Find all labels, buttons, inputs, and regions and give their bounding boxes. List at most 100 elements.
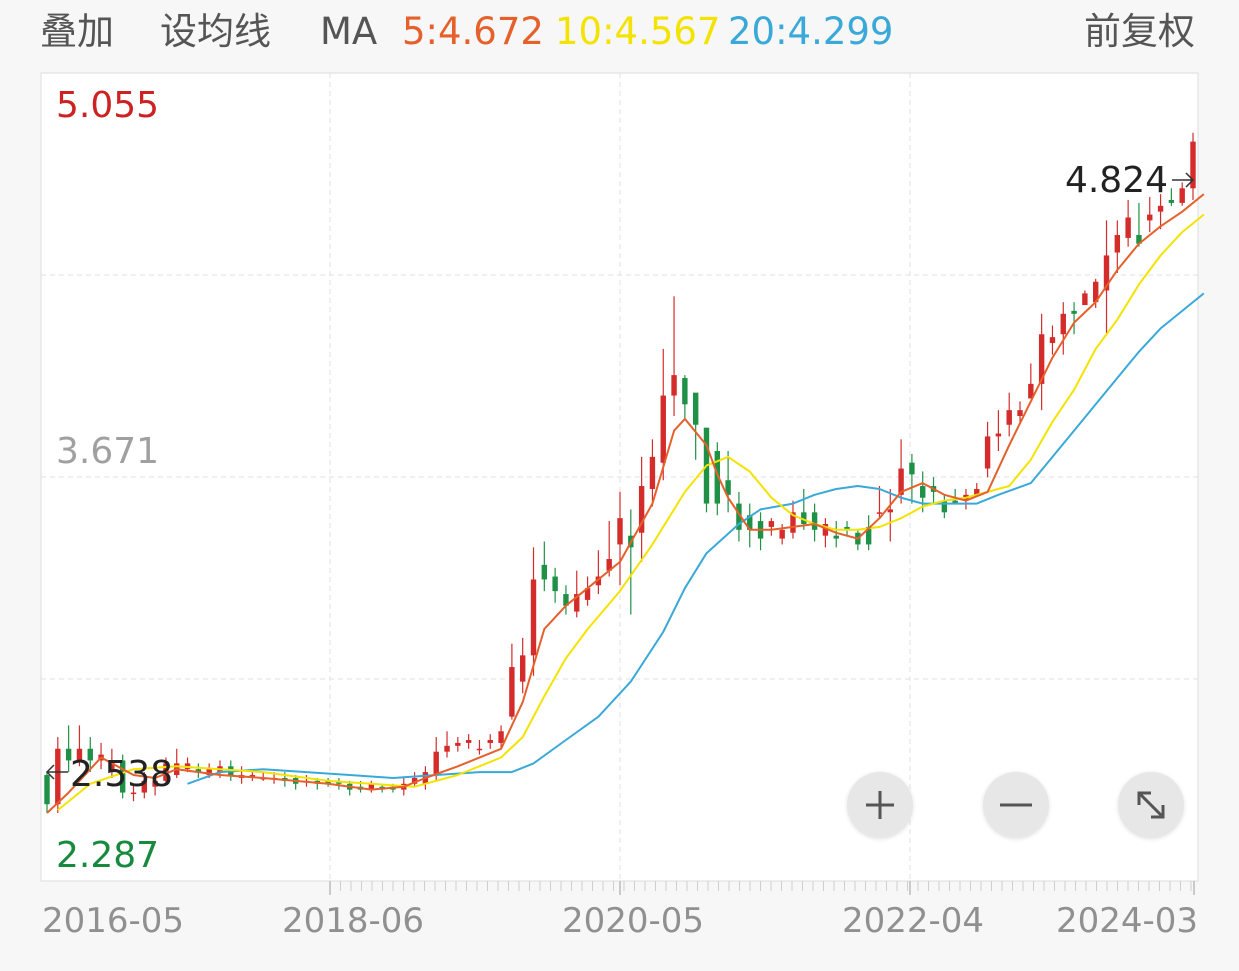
candle-body [65, 748, 72, 761]
expand-icon [1137, 791, 1165, 819]
candle [498, 725, 504, 749]
x-tick-label: 2020-05 [562, 901, 704, 941]
candle [952, 488, 958, 504]
candle [660, 348, 666, 481]
set-ma-button[interactable]: 设均线 [160, 10, 271, 53]
candle [509, 643, 515, 720]
candle-body [44, 775, 50, 805]
candle-body [1190, 141, 1196, 189]
candle [130, 783, 137, 802]
candle [682, 375, 688, 419]
candle-body [1038, 334, 1045, 384]
candle [1038, 313, 1045, 411]
zoom-out-button[interactable] [983, 772, 1049, 838]
candle [606, 521, 612, 577]
candle-body [109, 760, 115, 773]
candle [984, 421, 991, 478]
candle-body [519, 655, 526, 682]
low-marker-value: 2.538 [70, 754, 173, 795]
ma20-value: 20:4.299 [728, 10, 894, 53]
candle [747, 503, 753, 548]
candle [87, 737, 93, 773]
candle-body [152, 780, 158, 787]
candle-body [844, 526, 850, 530]
candle-body [1103, 255, 1110, 291]
candle-body [984, 436, 991, 469]
candle [865, 515, 872, 551]
candle-body [692, 392, 699, 425]
candle-body [682, 378, 688, 405]
candle-body [465, 740, 472, 743]
candle-body [141, 780, 148, 793]
candle [1136, 202, 1142, 247]
candle-body [1071, 310, 1077, 314]
candle [1017, 401, 1023, 422]
candle [909, 453, 915, 504]
candle [563, 585, 569, 615]
candle [552, 567, 558, 603]
candle-body [541, 564, 548, 580]
candle [768, 518, 775, 536]
x-tick-label: 2024-03 [1056, 901, 1198, 941]
overlay-button[interactable]: 叠加 [40, 10, 114, 53]
candle-body [801, 512, 807, 524]
candle [487, 734, 493, 749]
candle-body [509, 667, 515, 717]
x-tick-label: 2016-05 [42, 901, 184, 941]
candle-body [1114, 235, 1121, 253]
x-tick-label: 2022-04 [842, 901, 984, 941]
candle-body [1157, 205, 1164, 212]
high-marker: 4.824 [1065, 160, 1195, 201]
candle-body [130, 792, 137, 795]
ma10-value: 10:4.567 [555, 10, 721, 53]
candle-body [768, 521, 775, 527]
fullscreen-button[interactable] [1118, 772, 1184, 838]
zoom-in-button[interactable] [847, 772, 913, 838]
candle [1071, 302, 1077, 335]
candle [714, 442, 721, 516]
ma-label: MA [320, 10, 378, 53]
candle-body [552, 576, 558, 592]
candle [649, 439, 656, 507]
candle [671, 296, 677, 416]
candle [790, 500, 796, 539]
candle-body [1136, 235, 1142, 244]
candle-body [411, 777, 418, 784]
candle [844, 521, 850, 536]
candle [887, 488, 893, 542]
candle [1049, 325, 1056, 355]
candle [1168, 188, 1175, 206]
candle-body [714, 451, 721, 504]
candle [638, 456, 645, 562]
candle-body [119, 760, 126, 793]
adjust-mode-button[interactable]: 前复权 [1084, 10, 1195, 53]
candle-body [790, 512, 796, 533]
candle [617, 491, 623, 586]
candle-body [574, 594, 580, 612]
candle [519, 637, 526, 694]
candle [584, 576, 591, 606]
candle-body [195, 769, 202, 773]
candle-body [1125, 217, 1131, 238]
candle-body [368, 783, 375, 790]
x-tick-label: 2018-06 [282, 901, 424, 941]
candle [833, 521, 839, 548]
candle-body [876, 512, 883, 514]
candle-body [725, 480, 731, 495]
candle-body [87, 748, 93, 761]
candle [44, 772, 50, 813]
candle-body [1179, 188, 1185, 203]
candle [876, 486, 883, 519]
candle-body [498, 731, 504, 743]
y-max-label: 5.055 [56, 85, 159, 126]
high-marker-value: 4.824 [1065, 160, 1168, 201]
candle [1114, 220, 1121, 273]
low-marker: 2.538 [45, 754, 173, 795]
candle [1006, 392, 1012, 437]
candle [195, 763, 202, 778]
candle-body [995, 433, 1002, 437]
grid-lines [41, 73, 1198, 881]
candle [76, 725, 83, 767]
candle-body [1060, 313, 1066, 335]
